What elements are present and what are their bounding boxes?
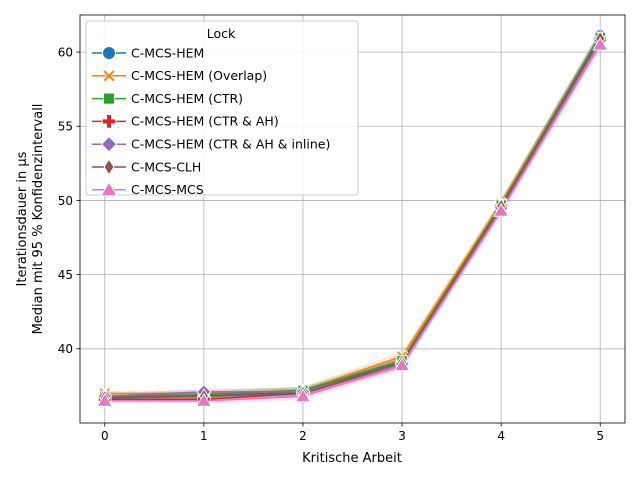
series-line — [104, 44, 601, 402]
legend-title: Lock — [207, 26, 236, 41]
x-tick-label: 4 — [497, 429, 505, 443]
y-axis-ticks: 40 45 50 55 60 — [58, 45, 80, 356]
y-tick-label: 45 — [58, 268, 73, 282]
legend-box — [85, 20, 359, 196]
legend-marker — [103, 92, 115, 105]
y-axis-label-line2: Median mit 95 % Konfidenzintervall — [31, 104, 46, 335]
x-tick-label: 3 — [398, 429, 406, 443]
y-tick-label: 50 — [58, 194, 73, 208]
x-axis-label: Kritische Arbeit — [302, 451, 402, 466]
x-tick-label: 5 — [596, 429, 604, 443]
legend-label: C-MCS-HEM (CTR & AH) — [131, 114, 279, 129]
legend-label: C-MCS-CLH — [131, 159, 201, 174]
data-point — [96, 392, 113, 407]
legend-marker — [101, 114, 117, 129]
series-line — [104, 38, 601, 399]
legend-label: C-MCS-HEM — [131, 45, 204, 60]
data-point — [294, 388, 311, 403]
series-line — [104, 36, 601, 398]
data-point — [195, 392, 212, 407]
legend-label: C-MCS-HEM (CTR & AH & inline) — [131, 137, 330, 152]
legend-items: C-MCS-HEM C-MCS-HEM (Overlap) C-MCS-HEM (C… — [92, 45, 330, 197]
legend-marker — [100, 181, 118, 197]
data-point — [592, 36, 609, 51]
legend-marker — [102, 46, 116, 60]
x-tick-label: 2 — [299, 429, 307, 443]
y-axis-label-line1: Iterationsdauer in µs — [15, 151, 30, 286]
y-tick-label: 60 — [58, 45, 73, 59]
series-markers — [96, 29, 609, 407]
legend-marker — [103, 158, 115, 176]
legend-label: C-MCS-HEM (Overlap) — [131, 68, 267, 83]
series-lines — [104, 35, 601, 402]
x-axis-ticks: 0 1 2 3 4 5 — [101, 423, 604, 443]
y-tick-label: 40 — [58, 342, 73, 356]
legend-label: C-MCS-MCS — [131, 182, 204, 197]
x-tick-label: 1 — [200, 429, 208, 443]
x-tick-label: 0 — [101, 429, 109, 443]
data-point — [394, 357, 411, 371]
plot-frame — [79, 14, 626, 424]
legend-marker — [102, 68, 116, 83]
legend-marker — [100, 136, 118, 153]
legend-label: C-MCS-HEM (CTR) — [131, 91, 243, 106]
data-point — [493, 202, 510, 217]
y-tick-label: 55 — [58, 120, 73, 134]
